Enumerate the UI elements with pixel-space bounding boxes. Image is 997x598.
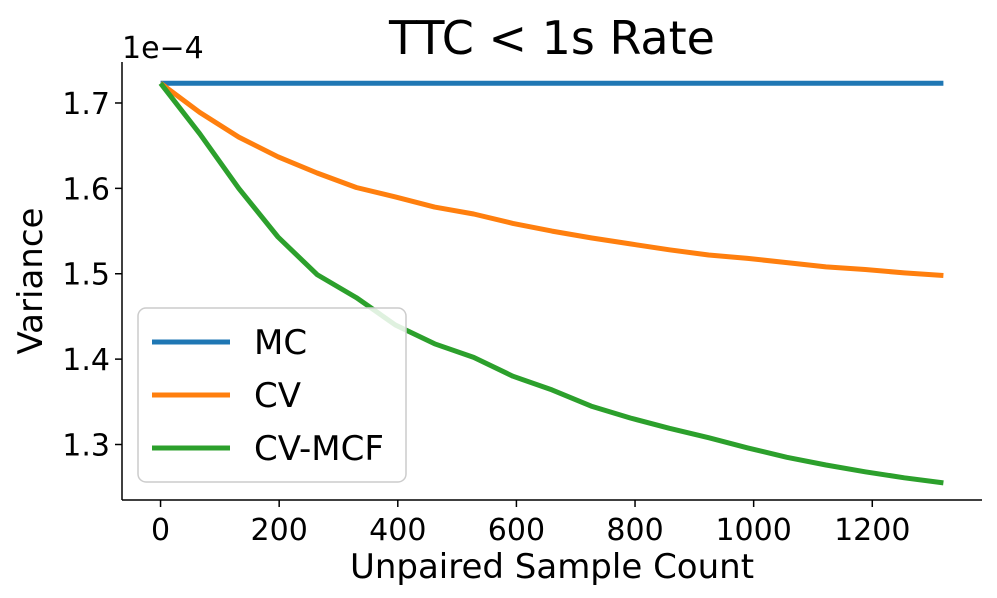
x-tick-label: 400 bbox=[369, 513, 426, 548]
x-tick-label: 200 bbox=[251, 513, 308, 548]
series-line-cv-mcf bbox=[158, 81, 944, 486]
legend-label-mc: MC bbox=[254, 323, 307, 363]
x-tick-label: 1200 bbox=[834, 513, 910, 548]
chart-title: TTC < 1s Rate bbox=[388, 11, 715, 65]
y-offset-label: 1e−4 bbox=[122, 31, 204, 66]
y-tick-label: 1.5 bbox=[62, 258, 110, 293]
legend-box bbox=[137, 307, 407, 483]
x-axis-label: Unpaired Sample Count bbox=[350, 547, 754, 587]
y-tick-label: 1.6 bbox=[62, 172, 110, 207]
y-axis-label: Variance bbox=[11, 208, 51, 355]
legend: MC CV CV-MCF bbox=[137, 307, 407, 483]
x-ticks: 0 200 400 600 800 1000 1200 bbox=[151, 500, 910, 548]
legend-label-cv: CV bbox=[254, 376, 301, 416]
x-tick-label: 0 bbox=[151, 513, 170, 548]
legend-label-cv-mcf: CV-MCF bbox=[254, 429, 384, 469]
x-tick-label: 800 bbox=[606, 513, 663, 548]
x-tick-label: 1000 bbox=[715, 513, 791, 548]
y-ticks: 1.3 1.4 1.5 1.6 1.7 bbox=[62, 87, 122, 464]
y-tick-label: 1.3 bbox=[62, 429, 110, 464]
x-tick-label: 600 bbox=[488, 513, 545, 548]
y-tick-label: 1.4 bbox=[62, 343, 110, 378]
series-layer bbox=[158, 80, 944, 486]
series-line-cv bbox=[159, 81, 944, 278]
y-tick-label: 1.7 bbox=[62, 87, 110, 122]
